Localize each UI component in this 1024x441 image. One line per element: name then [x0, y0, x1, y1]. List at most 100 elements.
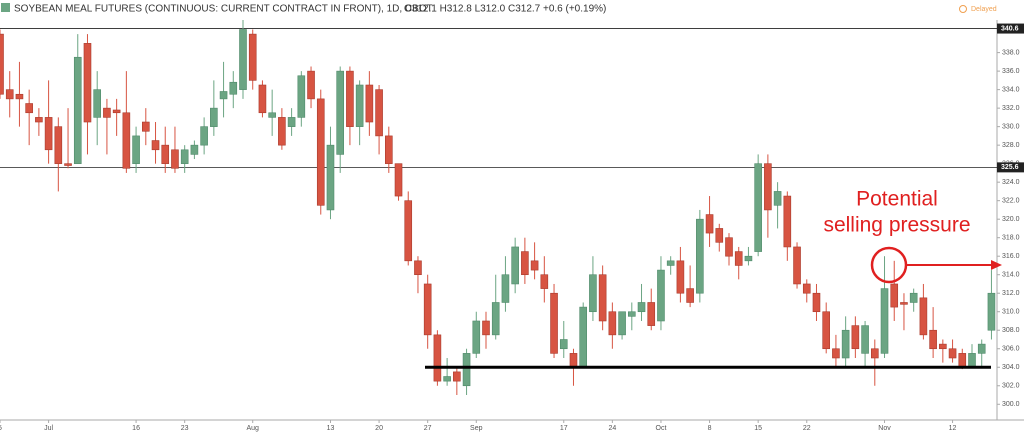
x-tick-label: Nov — [878, 425, 891, 432]
status: Delayed — [971, 6, 997, 13]
price-label-box — [997, 162, 1024, 173]
candle-body — [511, 246, 519, 285]
y-tick-label: 306.0 — [1002, 346, 1020, 353]
candle-body — [200, 126, 208, 146]
candle-body — [384, 135, 393, 164]
candle-body — [83, 43, 92, 123]
candle-body — [841, 329, 850, 359]
candle-body — [336, 70, 345, 155]
candle-body — [44, 117, 53, 151]
candle-body — [647, 302, 656, 326]
candle-body — [530, 260, 539, 271]
candle-body — [122, 112, 131, 169]
candle-body — [657, 269, 665, 322]
candle-body — [365, 84, 374, 123]
x-tick-label: 12 — [949, 425, 957, 432]
candle-body — [793, 246, 801, 285]
candle-body — [132, 135, 140, 164]
candle-body — [229, 81, 238, 95]
candle-body — [637, 302, 646, 313]
ohlc-label: O312.1 H312.8 L312.0 C312.7 +0.6 (+0.19%… — [404, 4, 606, 15]
candle-body — [103, 107, 111, 118]
candle-body — [73, 56, 82, 164]
candle-body — [773, 191, 782, 206]
candle-body — [433, 334, 442, 382]
x-tick-label: 5 — [0, 425, 2, 432]
candle-body — [482, 320, 490, 336]
candle-body — [754, 163, 762, 252]
candle-body — [589, 274, 597, 313]
candle-body — [861, 325, 869, 354]
y-tick-label: 318.0 — [1002, 235, 1020, 242]
candle-body — [734, 251, 743, 266]
candle-body — [404, 200, 413, 262]
candle-body — [5, 89, 14, 100]
y-tick-label: 304.0 — [1002, 364, 1020, 371]
candle-body — [627, 311, 636, 317]
plot — [0, 20, 997, 396]
candle-body — [453, 371, 461, 382]
candle-body — [25, 103, 33, 114]
candle-body — [316, 98, 325, 206]
y-tick-label: 300.0 — [1002, 401, 1020, 408]
candle-body — [890, 283, 899, 308]
candle-body — [802, 283, 811, 294]
candle-body — [239, 29, 247, 90]
candle-body — [394, 163, 403, 197]
candle-body — [618, 311, 626, 336]
candle-body — [414, 260, 422, 276]
candle-body — [93, 89, 101, 118]
x-tick-label: Jul — [44, 425, 53, 432]
candle-body — [705, 214, 714, 234]
x-tick-label: 15 — [754, 425, 762, 432]
x-tick-label: 20 — [375, 425, 383, 432]
candle-body — [54, 126, 63, 164]
candle-body — [987, 292, 996, 331]
y-tick-label: 316.0 — [1002, 253, 1020, 260]
candle-body — [977, 343, 986, 354]
candle-body — [822, 311, 831, 350]
candle-body — [161, 144, 170, 164]
candle-body — [958, 353, 967, 368]
candle-body — [579, 306, 588, 368]
y-tick-label: 308.0 — [1002, 327, 1020, 334]
x-tick-label: 8 — [708, 425, 712, 432]
candle-body — [501, 274, 510, 303]
candle-body — [0, 33, 4, 95]
candle-body — [210, 107, 218, 127]
candle-body — [219, 91, 228, 100]
status-icon — [959, 5, 967, 13]
x-tick-label: 23 — [181, 425, 189, 432]
candle-body — [287, 117, 296, 127]
y-tick-label: 320.0 — [1002, 216, 1020, 223]
candle-body — [423, 283, 432, 336]
candle-body — [540, 274, 549, 289]
candle-body — [35, 117, 43, 123]
candle-body — [297, 75, 306, 118]
y-tick-label: 336.0 — [1002, 68, 1020, 75]
y-tick-label: 334.0 — [1002, 86, 1020, 93]
candle-body — [248, 33, 257, 81]
candle-body — [919, 297, 928, 336]
candle-body — [443, 376, 451, 382]
candle-body — [151, 140, 160, 151]
candle-body — [472, 320, 481, 354]
y-tick-label: 310.0 — [1002, 309, 1020, 316]
x-tick-label: 16 — [132, 425, 140, 432]
annotation: Potential — [856, 188, 938, 211]
candle-body — [569, 353, 578, 368]
price-label-box — [997, 23, 1024, 34]
candle-body — [307, 70, 315, 100]
y-tick-label: 322.0 — [1002, 198, 1020, 205]
candle-body — [491, 302, 500, 336]
x-tick-label: 13 — [327, 425, 335, 432]
candle-body — [112, 109, 121, 114]
candle-body — [744, 255, 753, 262]
candle-body — [258, 84, 267, 114]
candle-body — [462, 353, 471, 387]
y-tick-label: 330.0 — [1002, 123, 1020, 130]
candle-body — [278, 117, 286, 146]
y-tick-label: 314.0 — [1002, 272, 1020, 279]
y-tick-label: 302.0 — [1002, 383, 1020, 390]
candle-body — [190, 144, 199, 155]
